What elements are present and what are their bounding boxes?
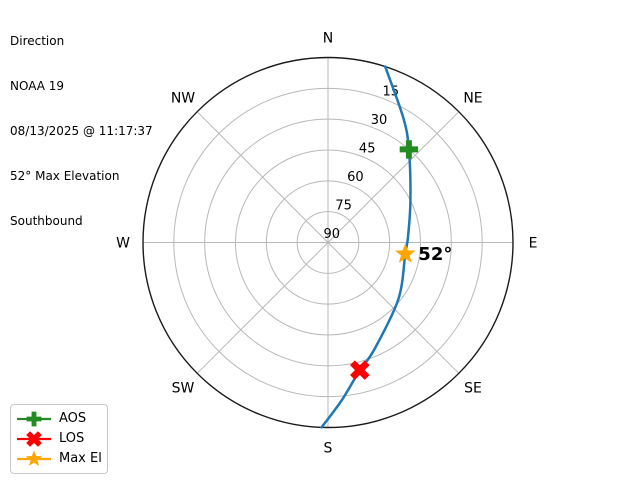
compass-label-nw: NW [171,91,195,107]
elevation-ring-label-75: 75 [335,198,352,213]
horizon-circle [142,56,514,429]
compass-label-n: N [323,31,333,47]
pass-info-block: Direction NOAA 19 08/13/2025 @ 11:17:37 … [10,4,153,259]
compass-spoke-ne [327,111,460,243]
compass-label-s: S [324,441,333,457]
aos-marker [399,140,419,159]
elevation-ring-label-60: 60 [347,170,364,185]
compass-spoke-se [327,242,460,374]
plot-title: Direction [10,34,65,48]
legend-item-max-el: Max El [16,449,103,469]
max-elevation-annotation: 52° [418,244,452,265]
plus-legend-marker-icon [17,411,51,427]
legend-label: AOS [59,411,87,426]
pass-direction: Southbound [10,214,83,228]
compass-spoke-sw [196,242,329,374]
star-legend-marker-icon [17,450,51,466]
compass-label-w: W [116,236,130,252]
elevation-ring-label-90: 90 [324,227,341,242]
compass-label-sw: SW [172,381,195,397]
legend: AOS LOS Max El [10,404,108,474]
compass-spoke-nw [196,111,329,243]
x-legend-marker-icon [17,431,51,447]
elevation-ring-label-30: 30 [371,113,388,128]
los-marker [350,360,370,380]
compass-label-e: E [529,236,538,252]
max-elevation-text: 52° Max Elevation [10,169,120,183]
legend-label: LOS [59,431,85,446]
max-el-marker [395,243,416,263]
compass-label-ne: NE [463,91,482,107]
satellite-name: NOAA 19 [10,79,65,93]
pass-datetime: 08/13/2025 @ 11:17:37 [10,124,153,138]
compass-label-se: SE [464,381,482,397]
legend-label: Max El [59,451,102,466]
legend-item-los: LOS [16,429,103,449]
legend-item-aos: AOS [16,409,103,429]
elevation-ring-label-45: 45 [359,141,376,156]
